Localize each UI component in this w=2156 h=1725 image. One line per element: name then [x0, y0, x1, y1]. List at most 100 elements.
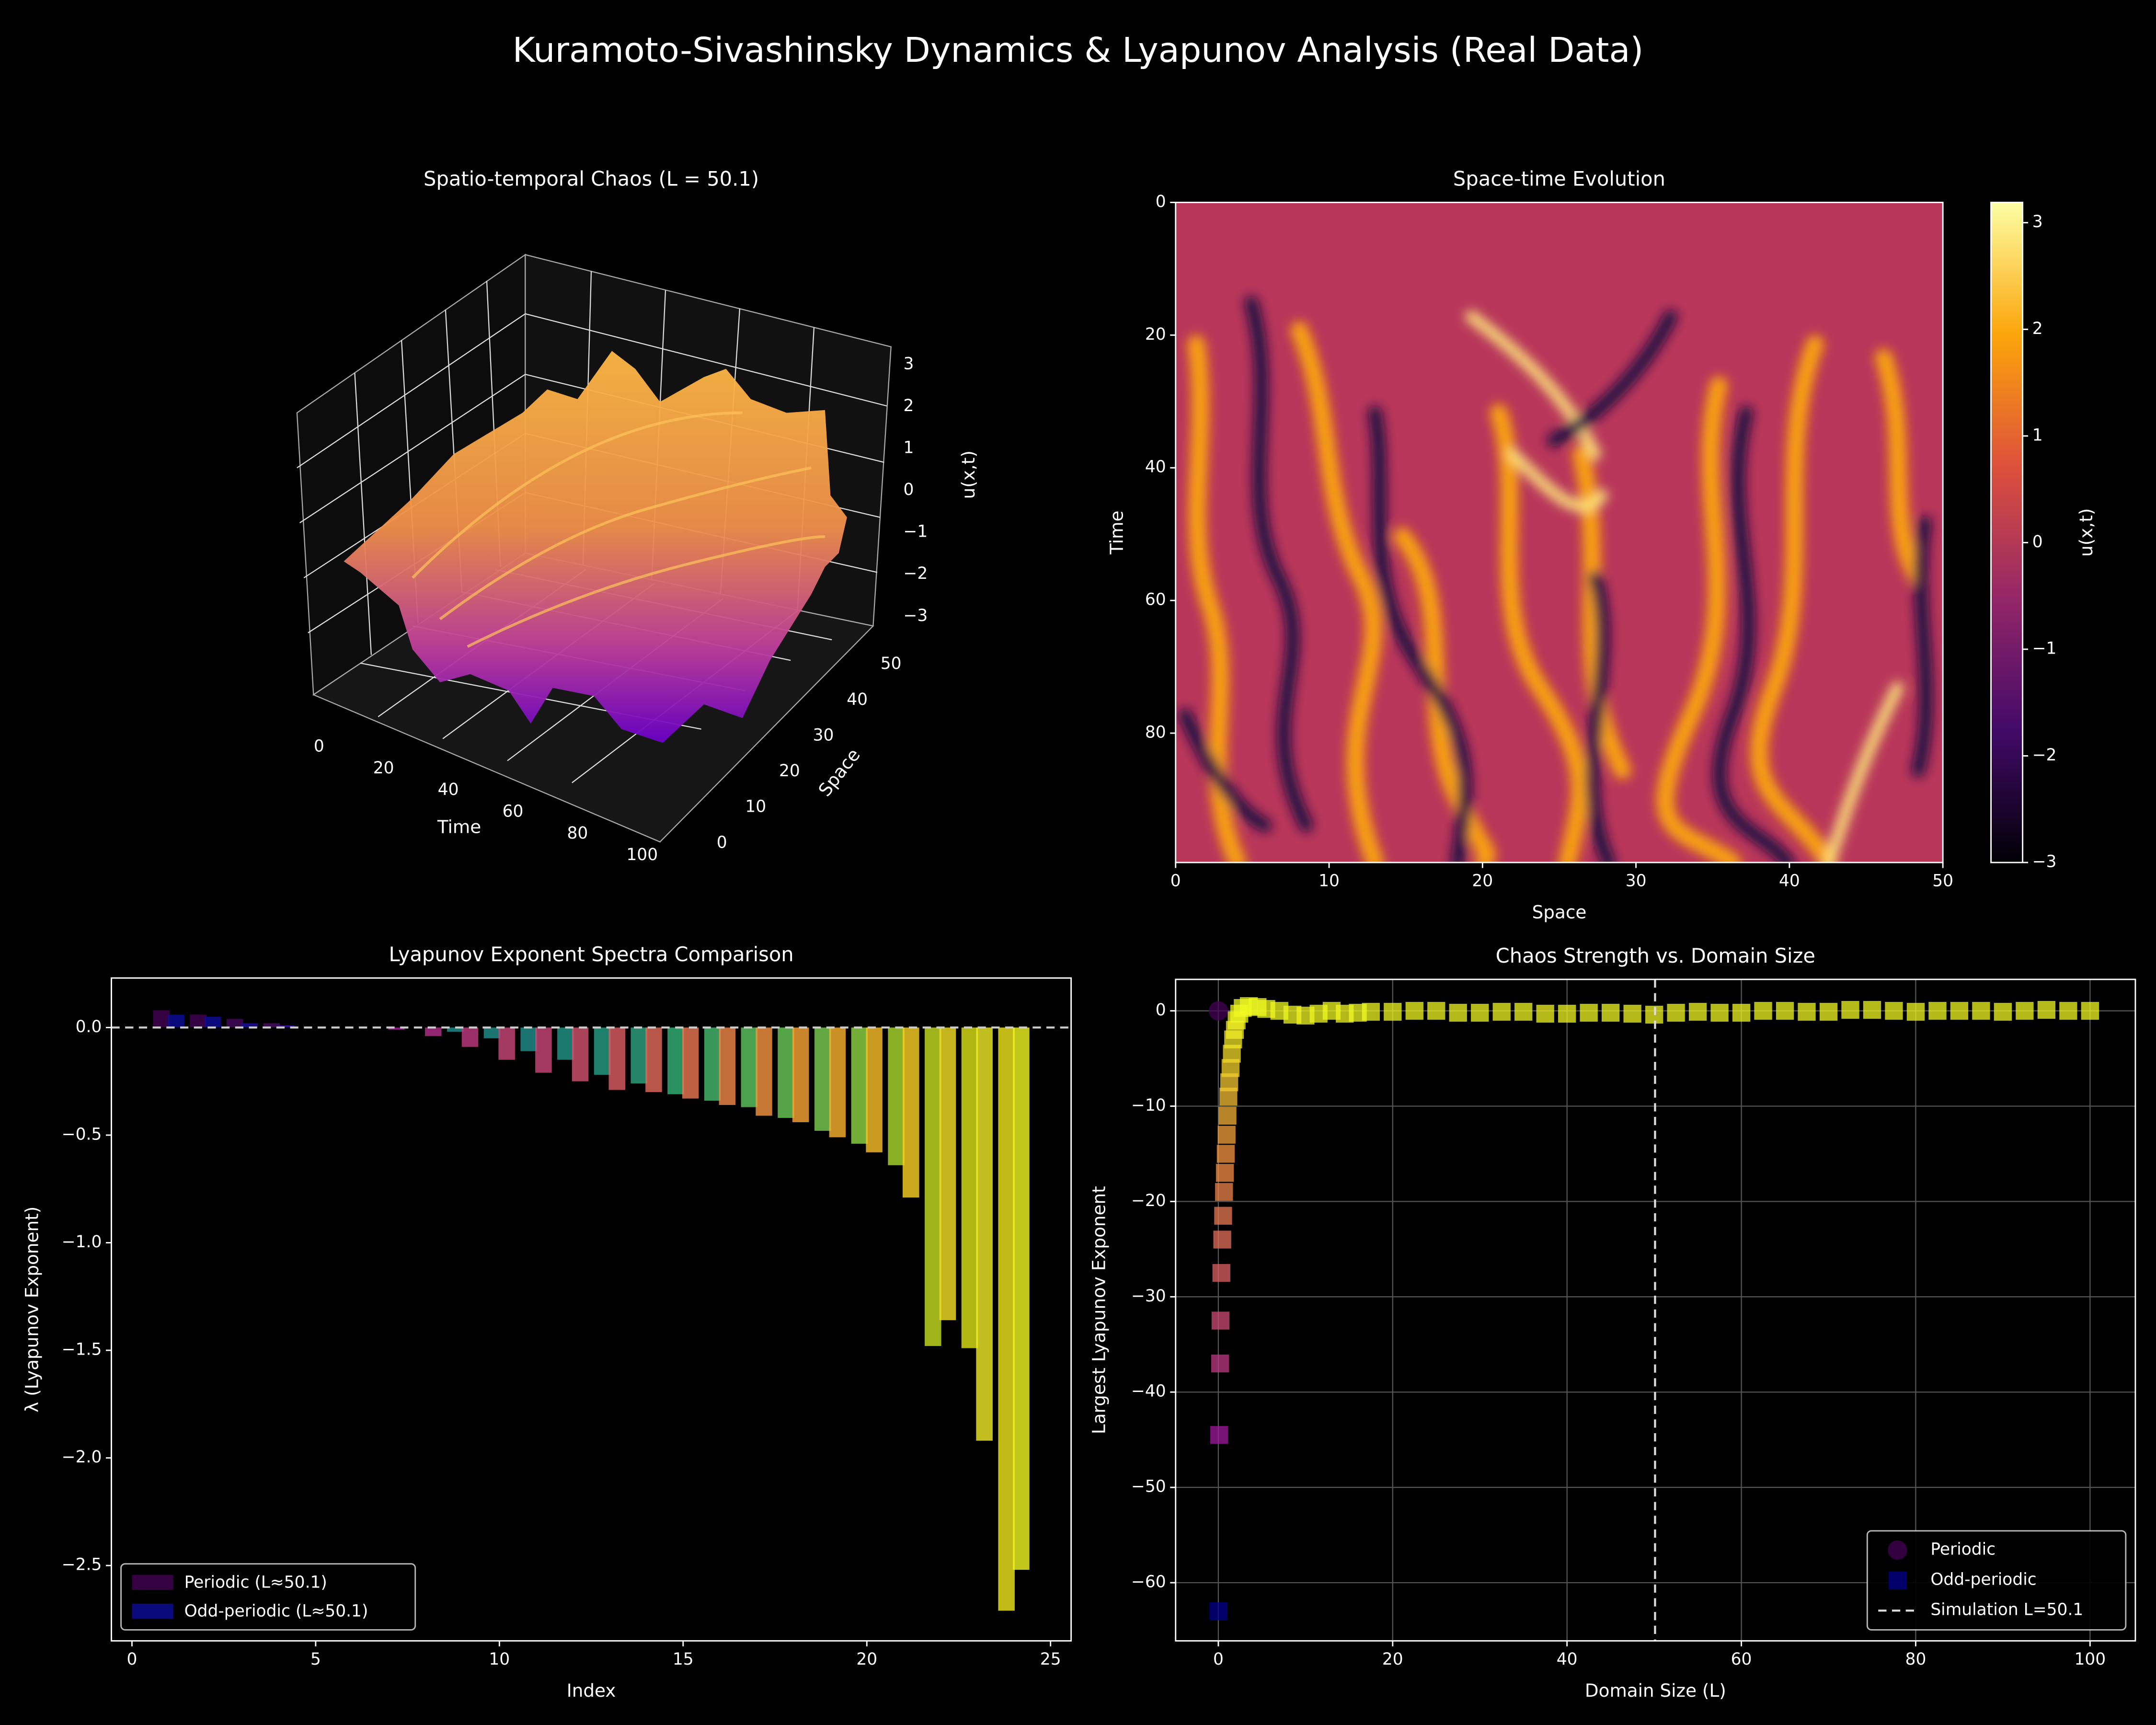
bar [226, 1019, 243, 1028]
legend-marker [1888, 1571, 1907, 1589]
point [1208, 1001, 1228, 1021]
bar [792, 1027, 809, 1122]
point [1972, 1001, 1990, 1020]
bar [153, 1010, 170, 1028]
point [1928, 1001, 1947, 1020]
x-tick-label: 40 [438, 780, 459, 799]
point [1362, 1002, 1380, 1021]
y-tick-label: 20 [1145, 325, 1166, 344]
x-tick-label: 20 [1472, 872, 1493, 891]
legend-box [120, 1563, 416, 1631]
y-tick-label: 1 [2032, 426, 2043, 445]
point [1427, 1001, 1445, 1020]
legend-label: Simulation L=50.1 [1930, 1600, 2083, 1620]
bar [572, 1027, 589, 1081]
bar [866, 1027, 883, 1152]
bar [535, 1027, 552, 1073]
bar [204, 1016, 221, 1028]
y-axis-label: Largest Lyapunov Exponent [1088, 1186, 1109, 1434]
legend-label: Periodic [1930, 1540, 1995, 1559]
surface-3d [296, 253, 892, 843]
point [1384, 1002, 1402, 1021]
x-tick-label: 80 [1905, 1650, 1927, 1669]
legend-label: Periodic (L≈50.1) [184, 1573, 327, 1592]
point [1863, 1000, 1881, 1019]
point [1213, 1230, 1231, 1249]
legend-label: Odd-periodic [1930, 1570, 2036, 1589]
bar [461, 1027, 479, 1047]
y-tick-label: −40 [1131, 1382, 1166, 1401]
x-tick-label: 60 [1731, 1650, 1752, 1669]
y-axis-label: Time [1106, 511, 1127, 555]
y-axis-label: λ (Lyapunov Exponent) [21, 1207, 42, 1413]
point [1819, 1002, 1838, 1021]
bar [976, 1027, 993, 1441]
x-axis-label: Space [1532, 902, 1587, 923]
figure-title: Kuramoto-Sivashinsky Dynamics & Lyapunov… [513, 30, 1644, 70]
bar [667, 1027, 684, 1094]
y-tick-label: 0 [1156, 1000, 1166, 1020]
y-tick-label: 80 [1145, 723, 1166, 742]
z-axis-label: u(x,t) [958, 450, 979, 499]
z-tick-label: 3 [904, 355, 914, 374]
point [1906, 1002, 1925, 1021]
bar [961, 1027, 978, 1348]
point [1536, 1004, 1554, 1023]
x-tick-label: 0 [1213, 1650, 1224, 1669]
x-tick-label: 100 [2074, 1650, 2106, 1669]
y-tick-label: 50 [881, 654, 902, 673]
point [1210, 1426, 1228, 1444]
point [1217, 1126, 1236, 1144]
z-tick-label: 1 [904, 438, 914, 458]
x-tick-label: 60 [503, 802, 524, 821]
y-tick-label: 20 [779, 761, 800, 781]
x-axis-label: Time [437, 816, 481, 838]
bar [682, 1027, 699, 1099]
x-tick-label: 10 [1319, 872, 1340, 891]
x-tick-label: 50 [1932, 872, 1953, 891]
point [2081, 1001, 2099, 1020]
bar [241, 1023, 258, 1028]
x-tick-label: 5 [310, 1650, 321, 1669]
bar [483, 1027, 501, 1038]
z-tick-label: 2 [904, 396, 914, 415]
point [1218, 1106, 1237, 1125]
bar [851, 1027, 868, 1144]
bar [741, 1027, 758, 1107]
legend-label: Odd-periodic (L≈50.1) [184, 1602, 368, 1621]
legend-swatch [132, 1575, 173, 1590]
x-tick-label: 100 [626, 845, 658, 864]
bar [447, 1027, 464, 1032]
bar [520, 1027, 537, 1051]
point [1449, 1003, 1467, 1022]
point [1950, 1001, 1969, 1020]
point [1754, 1001, 1772, 1020]
point [1558, 1004, 1576, 1023]
point [1216, 1164, 1234, 1182]
bar [704, 1027, 721, 1101]
y-tick-label: 0 [1156, 192, 1166, 211]
point [1216, 1145, 1235, 1163]
y-tick-label: −20 [1131, 1191, 1166, 1210]
legend-marker [1888, 1540, 1907, 1560]
point [1492, 1002, 1511, 1021]
legend-box [1866, 1530, 2127, 1631]
x-tick-label: 10 [489, 1650, 510, 1669]
bar [925, 1027, 941, 1346]
axes-frame [111, 977, 1072, 1642]
y-tick-label: 40 [1145, 458, 1166, 477]
point [1710, 1003, 1729, 1022]
y-tick-label: −2.0 [62, 1448, 102, 1467]
colorbar [1990, 202, 2024, 863]
y-tick-label: 40 [847, 690, 868, 709]
point [1405, 1001, 1423, 1020]
y-tick-label: 3 [2032, 212, 2043, 231]
bar [498, 1027, 515, 1060]
x-tick-label: 0 [126, 1650, 137, 1669]
y-tick-label: −1.5 [62, 1340, 102, 1359]
axes-frame [1175, 202, 1944, 863]
y-tick-label: 0 [717, 833, 727, 852]
bar [594, 1027, 611, 1075]
y-tick-label: 60 [1145, 590, 1166, 610]
